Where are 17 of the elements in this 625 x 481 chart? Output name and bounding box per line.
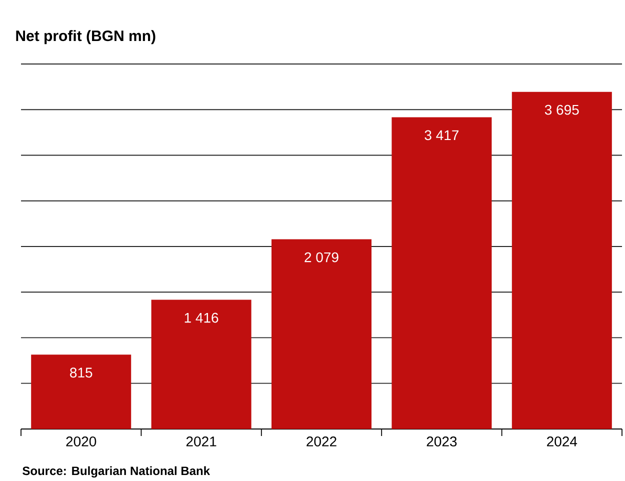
bar [512, 92, 612, 429]
x-tick-label: 2020 [66, 436, 96, 446]
data-label: 3 417 [424, 130, 458, 140]
bar [151, 300, 252, 429]
chart-title: Net profit (BGN mn) [16, 30, 156, 44]
data-label: 3 695 [544, 104, 579, 115]
x-tick-label: 2024 [547, 436, 578, 446]
x-tick-label: 2023 [426, 436, 457, 446]
data-label: 1 416 [184, 312, 218, 323]
x-tick-label: 2021 [186, 436, 216, 446]
bar [271, 239, 372, 429]
data-label: 815 [70, 368, 92, 378]
bar [392, 117, 492, 429]
bar [31, 354, 132, 429]
data-label: 2 079 [304, 252, 338, 262]
source-note: Source: Bulgarian National Bank [22, 466, 210, 478]
x-tick-label: 2022 [306, 436, 336, 446]
